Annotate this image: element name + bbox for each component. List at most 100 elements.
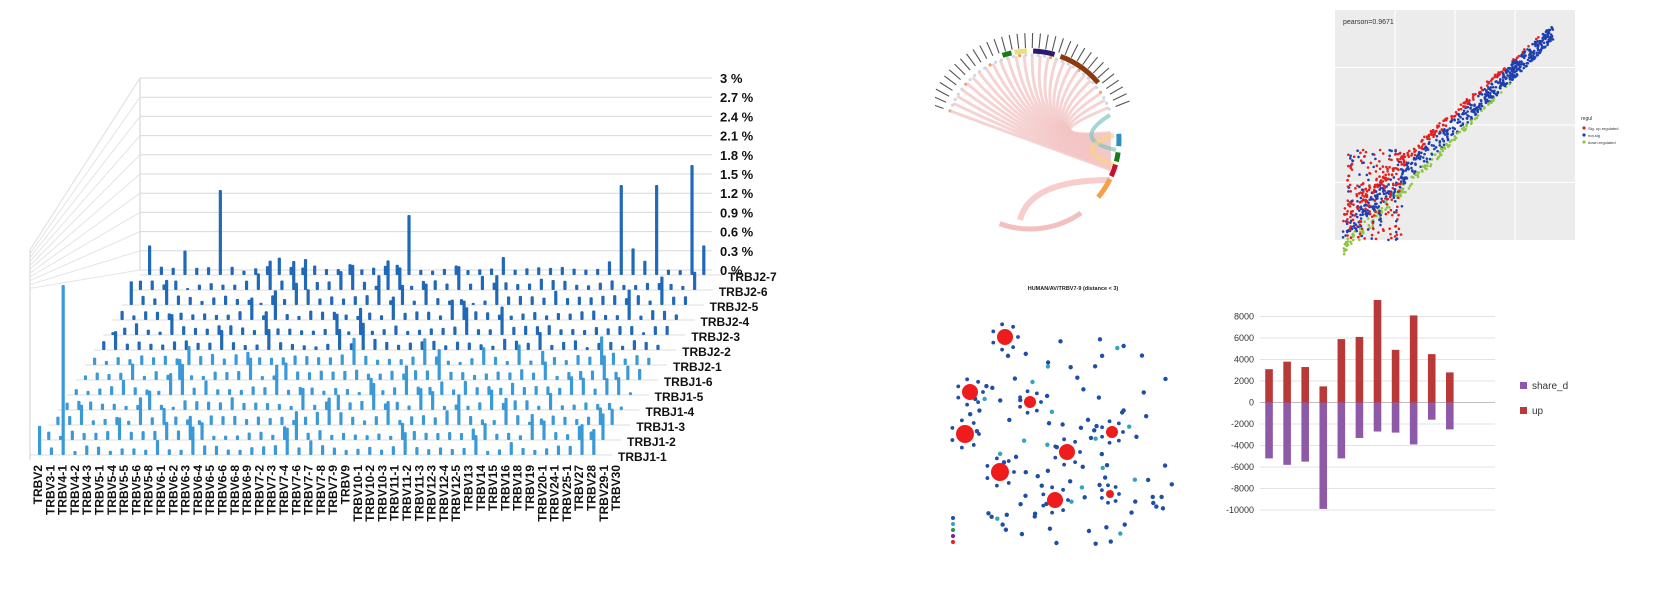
scatter-point (1398, 190, 1401, 193)
bar3d-panel: 3 %2.7 %2.4 %2.1 %1.8 %1.5 %1.2 %0.9 %0.… (0, 40, 880, 597)
scatter-point (1454, 115, 1457, 118)
bar3d-bar (404, 313, 407, 320)
scatter-point (1347, 190, 1350, 193)
bar3d-bar (321, 445, 324, 455)
scatter-point (1407, 162, 1410, 165)
scatter-point (1506, 74, 1509, 77)
bar3d-bar (331, 371, 334, 380)
scatter-point (1384, 174, 1387, 177)
scatter-point (1523, 52, 1526, 55)
scatter-point (1385, 166, 1388, 169)
j-gene-label: TRBJ1-6 (664, 375, 713, 389)
scatter-point (1371, 215, 1374, 218)
updown-bar-up (1356, 337, 1364, 403)
bar3d-bar (440, 381, 443, 395)
bar3d-bar (503, 339, 506, 350)
bar3d-bar (660, 277, 663, 305)
scatter-point (1404, 169, 1407, 172)
scatter-point (1356, 216, 1359, 219)
bar3d-bar (269, 261, 272, 290)
network-hub (997, 329, 1013, 345)
bar3d-bar (449, 372, 452, 380)
bar3d-bar (303, 345, 306, 350)
scatter-point (1460, 108, 1463, 111)
scatter-point (1352, 239, 1355, 242)
scatter-point (1375, 179, 1378, 182)
updown-bar-share_d (1283, 403, 1291, 465)
network-node (986, 511, 990, 515)
bar3d-bar (135, 323, 138, 335)
network-node (1058, 339, 1062, 343)
network-node (1039, 400, 1043, 404)
bar3d-bar (438, 349, 441, 380)
scatter-point (1358, 239, 1361, 242)
network-node (1079, 426, 1083, 430)
scatter-point (1387, 183, 1390, 186)
bar3d-bar (206, 329, 209, 335)
bar3d-bar (231, 267, 234, 275)
network-node (956, 384, 960, 388)
network-hub (1024, 396, 1036, 408)
scatter-point (1379, 184, 1382, 187)
scatter-point (1528, 56, 1531, 59)
chord-label-tick (944, 76, 956, 85)
scatter-point (1465, 123, 1468, 126)
bar3d-bar (477, 329, 480, 335)
scatter-point (1362, 161, 1365, 164)
bar3d-bar (554, 291, 557, 305)
scatter-point (1394, 188, 1397, 191)
bar3d-bar (459, 362, 462, 365)
scatter-point (1417, 176, 1420, 179)
bar3d-bar (360, 269, 363, 275)
scatter-point (1346, 237, 1349, 240)
scatter-point (1537, 36, 1540, 39)
updown-ytick-label: 6000 (1234, 333, 1254, 343)
updown-bar-up (1410, 315, 1418, 402)
chord-label-tick (1106, 80, 1118, 88)
bar3d-bar (647, 358, 650, 365)
scatter-point (1429, 165, 1432, 168)
j-gene-label: TRBJ1-5 (655, 390, 704, 404)
scatter-point (1442, 150, 1445, 153)
scatter-point (1425, 157, 1428, 160)
bar3d-bar (86, 391, 89, 395)
scatter-point (1535, 54, 1538, 57)
chord-label-tick (1009, 35, 1012, 50)
chord-small-segment (1105, 102, 1108, 105)
bar3d-bar (410, 286, 413, 290)
scatter-point (1387, 239, 1390, 242)
bar3d-bar (469, 284, 472, 290)
bar3d-bar (330, 435, 333, 440)
bar3d-bar (634, 285, 637, 290)
bar3d-bar (309, 311, 312, 320)
bar3d-bar (533, 450, 536, 455)
scatter-point (1499, 78, 1502, 81)
scatter-point (1403, 159, 1406, 162)
scatter-point (1483, 106, 1486, 109)
side-gridline (30, 136, 140, 262)
scatter-point (1397, 178, 1400, 181)
bar3d-bar (431, 271, 434, 275)
bar3d-bar (419, 270, 422, 275)
scatter-point (1393, 196, 1396, 199)
bar3d-bar (609, 342, 612, 350)
scatter-point (1479, 93, 1482, 96)
bar3d-bar (127, 421, 130, 425)
bar3d-bar (263, 387, 266, 395)
network-node (1100, 496, 1104, 500)
scatter-point (1360, 235, 1363, 238)
side-gridline (30, 97, 140, 254)
z-tick-label: 1.5 % (720, 167, 754, 182)
network-node (990, 386, 994, 390)
bar3d-bar (407, 215, 410, 275)
bar3d-bar (318, 430, 321, 440)
scatter-point (1550, 26, 1553, 29)
bar3d-bar (225, 372, 228, 380)
bar3d-bar (608, 403, 611, 410)
scatter-point (1346, 179, 1349, 182)
network-node (991, 329, 995, 333)
updown-legend-swatch (1520, 407, 1527, 414)
bar3d-bar (372, 268, 375, 275)
scatter-point (1389, 178, 1392, 181)
scatter-point (1359, 223, 1362, 226)
